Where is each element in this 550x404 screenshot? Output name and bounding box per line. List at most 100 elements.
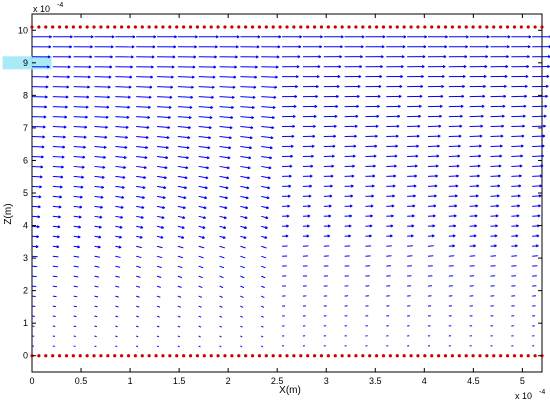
arrow-head	[377, 94, 381, 97]
arrow-head	[421, 74, 424, 77]
arrow-head	[49, 35, 52, 38]
vector-arrow	[219, 265, 225, 269]
arrow-head	[397, 114, 401, 117]
vector-arrow	[156, 136, 170, 139]
arrow-head	[189, 105, 193, 108]
vector-arrow	[94, 205, 103, 208]
arrow-head	[318, 55, 322, 58]
boundary-dot	[216, 25, 220, 29]
arrow-head	[167, 125, 171, 129]
boundary-dot	[319, 354, 324, 358]
arrow-head	[231, 105, 234, 109]
boundary-dot	[209, 354, 213, 358]
arrow-head	[497, 184, 501, 187]
arrow-head	[226, 176, 230, 179]
vector-arrow	[240, 245, 246, 249]
vector-arrow	[136, 325, 139, 328]
arrow-head	[331, 154, 335, 157]
vector-arrow	[240, 275, 245, 279]
arrow-head	[356, 104, 359, 107]
boundary-dot	[512, 25, 517, 29]
arrow-head	[286, 224, 289, 227]
arrow-head	[124, 145, 128, 149]
x-tick-label: 3.5	[369, 376, 382, 386]
arrow-head	[126, 115, 130, 118]
boundary-dot	[37, 25, 41, 29]
arrow-head	[373, 154, 377, 157]
boundary-dot	[395, 25, 399, 29]
boundary-dot	[126, 354, 131, 358]
vector-arrow	[219, 315, 223, 318]
arrow-head	[44, 105, 48, 108]
arrow-head	[316, 85, 319, 87]
boundary-dot	[533, 354, 537, 358]
vector-arrow	[115, 106, 130, 108]
arrow-head	[61, 155, 65, 158]
arrow-head	[359, 65, 362, 68]
vector-arrow	[177, 116, 192, 119]
arrow-head	[86, 95, 90, 98]
arrow-head	[328, 204, 332, 207]
boundary-dot	[202, 25, 206, 29]
boundary-dot	[257, 354, 262, 358]
arrow-head	[59, 195, 63, 198]
vector-arrow	[240, 126, 254, 129]
arrow-head	[122, 185, 125, 189]
arrow-head	[268, 176, 271, 179]
vector-arrow	[31, 205, 41, 208]
boundary-dot	[51, 25, 55, 29]
vector-arrow	[177, 106, 193, 109]
arrow-head	[494, 234, 498, 237]
arrow-head	[164, 176, 167, 179]
arrow-head	[432, 224, 436, 227]
boundary-dot	[526, 25, 530, 29]
arrow-head	[163, 196, 166, 199]
arrow-head	[85, 115, 88, 118]
vector-arrow	[52, 136, 66, 138]
vector-arrow	[115, 305, 119, 308]
boundary-dot	[312, 354, 317, 358]
arrow-head	[209, 115, 213, 119]
arrow-head	[251, 116, 254, 119]
arrow-head	[128, 85, 132, 88]
arrow-head	[204, 196, 208, 199]
vector-arrow	[198, 165, 209, 169]
arrow-head	[499, 144, 503, 147]
arrow-head	[161, 215, 165, 219]
boundary-dot	[44, 25, 48, 29]
arrow-head	[90, 45, 93, 48]
arrow-head	[329, 194, 333, 197]
boundary-dot	[244, 25, 248, 29]
arrow-head	[395, 144, 398, 147]
vector-arrow	[532, 255, 538, 257]
arrow-head	[416, 144, 419, 147]
arrow-head	[391, 214, 394, 217]
arrow-head	[370, 214, 373, 217]
arrow-head	[454, 194, 458, 197]
vector-arrow	[73, 165, 85, 168]
arrow-head	[403, 35, 407, 38]
arrow-head	[514, 244, 518, 247]
arrow-head	[454, 204, 458, 207]
arrow-head	[290, 154, 293, 157]
vector-arrow	[198, 96, 214, 98]
vector-arrow	[136, 195, 145, 199]
arrow-head	[478, 154, 482, 157]
vector-arrow	[52, 106, 68, 108]
arrow-head	[474, 214, 478, 217]
arrow-head	[309, 184, 312, 187]
arrow-head	[290, 144, 294, 147]
arrow-head	[164, 166, 168, 169]
vector-arrow	[177, 96, 193, 98]
vector-arrow	[115, 265, 121, 268]
arrow-head	[255, 65, 258, 68]
vector-arrow	[115, 335, 118, 338]
arrow-head	[328, 214, 332, 217]
boundary-dot	[326, 354, 330, 358]
arrow-head	[455, 184, 459, 187]
x-axis-ticks: 0 0.5 1 1.5 2 2.5 3 3.5 4 4.5 5	[29, 14, 525, 386]
boundary-dot	[154, 354, 158, 358]
arrow-head	[391, 204, 395, 207]
arrow-head	[477, 174, 480, 177]
arrow-head	[400, 74, 403, 77]
